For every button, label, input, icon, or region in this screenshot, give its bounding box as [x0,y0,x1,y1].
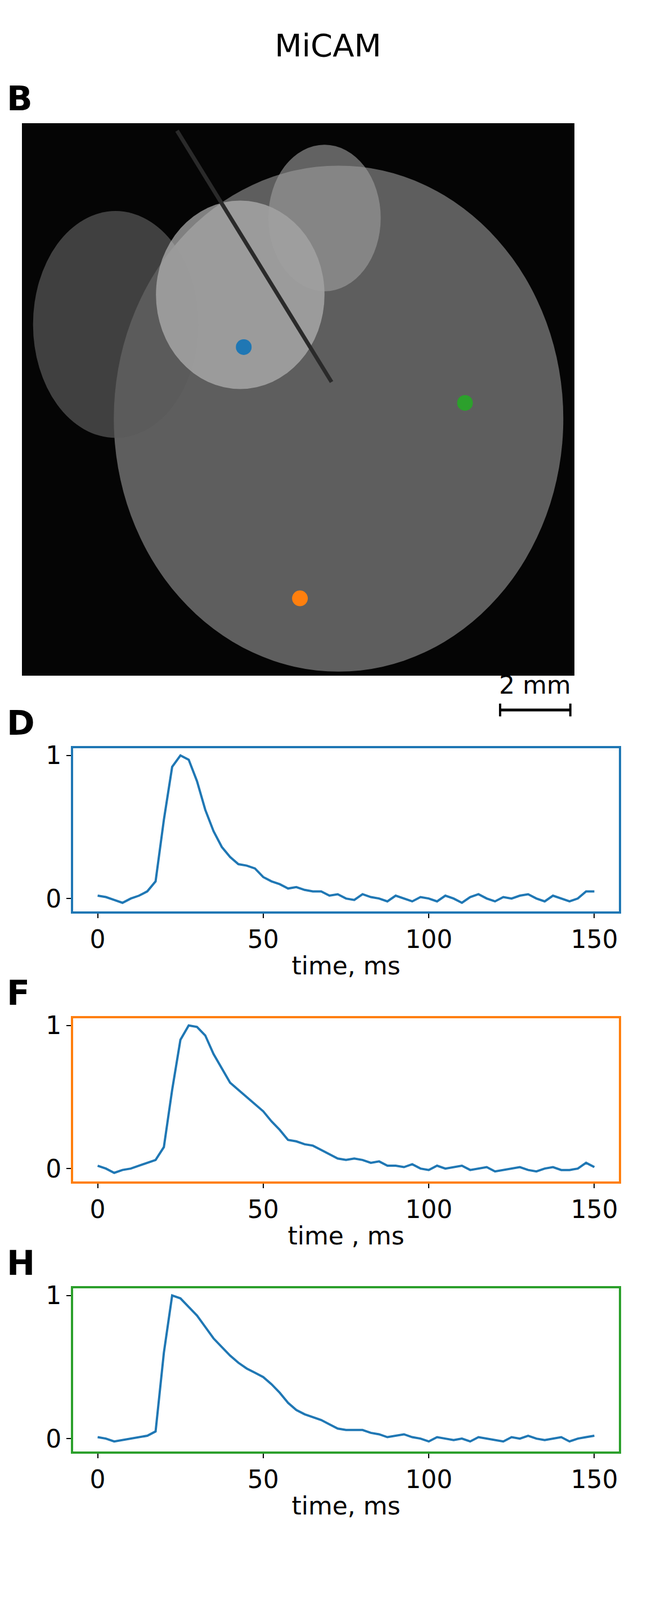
svg-text:150: 150 [570,924,618,954]
svg-text:B: B [6,78,33,119]
svg-text:100: 100 [405,924,453,954]
svg-text:F: F [6,973,30,1013]
svg-text:150: 150 [570,1465,618,1494]
svg-text:0: 0 [90,1465,106,1494]
svg-text:1: 1 [45,1011,62,1040]
svg-text:150: 150 [570,1194,618,1224]
svg-text:D: D [6,703,35,743]
svg-text:0: 0 [90,1194,106,1224]
svg-text:1: 1 [45,740,62,770]
svg-text:2 mm: 2 mm [499,670,572,700]
svg-text:50: 50 [247,1194,280,1224]
svg-text:MiCAM: MiCAM [274,27,382,64]
svg-text:50: 50 [247,924,280,954]
svg-text:H: H [6,1243,35,1283]
svg-text:time , ms: time , ms [287,1221,404,1251]
svg-text:50: 50 [247,1465,280,1494]
svg-text:0: 0 [45,884,62,914]
svg-text:1: 1 [45,1281,62,1310]
svg-text:0: 0 [90,924,106,954]
svg-text:100: 100 [405,1465,453,1494]
svg-text:0: 0 [45,1424,62,1454]
svg-text:time, ms: time, ms [291,1491,401,1521]
svg-text:0: 0 [45,1154,62,1184]
svg-text:100: 100 [405,1194,453,1224]
svg-text:time, ms: time, ms [291,951,401,981]
